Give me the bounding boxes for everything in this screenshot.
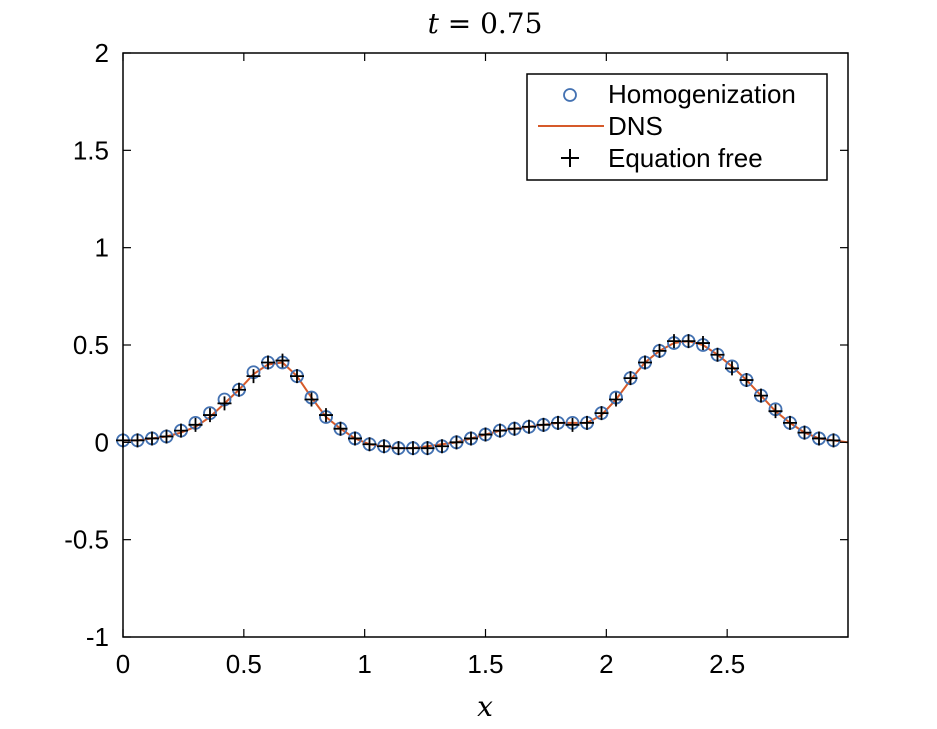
equation-free-point [319,408,333,423]
equation-free-point [696,336,710,351]
equation-free-point [435,439,449,454]
equation-free-point [420,441,435,456]
equation-free-point [130,433,145,448]
equation-free-point [536,417,551,432]
equation-free-point [826,433,841,448]
y-tick-label: 1 [95,233,109,263]
equation-free-point [594,406,609,421]
equation-free-point [754,388,768,403]
equation-free-point [797,425,812,440]
equation-free-point [246,369,261,384]
equation-free-point [638,355,652,370]
title-operator: = [439,7,480,40]
equation-free-point [406,441,420,456]
x-tick-label: 0 [116,649,130,679]
equation-free-point [507,421,522,436]
equation-free-point [348,431,362,446]
legend-equation-free-label: Equation free [608,143,763,173]
equation-free-point [377,439,391,454]
equation-free-point [565,417,580,432]
y-tick-label: 0.5 [73,330,109,360]
legend: Homogenization DNS Equation free [526,73,828,181]
equation-free-point [580,415,594,430]
equation-free-point [478,427,493,442]
equation-free-point [493,423,507,438]
y-tick-label: 2 [95,38,109,68]
equation-free-point [667,334,681,349]
equation-free-point [739,373,754,388]
chart-title: t = 0.75 [428,7,543,40]
x-tick-label: 1.5 [467,649,503,679]
equation-free-point [725,361,739,376]
x-tick-label: 0.5 [226,649,262,679]
equation-free-point [174,423,188,438]
equation-free-point [145,431,159,446]
equation-free-point [362,437,377,452]
equation-free-point [710,347,725,362]
legend-homogenization-label: Homogenization [608,79,796,109]
plot-area [116,334,849,456]
x-tick-label: 1 [357,649,371,679]
equation-free-point [188,417,203,432]
title-variable: t [428,7,440,40]
equation-free-point [217,396,232,411]
equation-free-point [203,408,217,423]
y-tick-label: 1.5 [73,135,109,165]
equation-free-point [623,371,638,386]
y-tick-label: -0.5 [64,525,109,555]
equation-free-point [464,431,478,446]
equation-free-point [232,382,246,397]
x-tick-label: 2.5 [709,649,745,679]
legend-equation-free-marker [561,149,579,167]
equation-free-point [333,421,348,436]
equation-free-point [812,431,826,446]
equation-free-point [609,392,623,407]
equation-free-point [159,429,174,444]
equation-free-point [783,415,797,430]
equation-free-point [275,353,290,368]
equation-free-point [551,415,565,430]
equation-free-point [768,404,783,419]
equation-free-point [449,435,464,450]
equation-free-point [261,355,275,370]
equation-free-point [391,441,406,456]
axes: 0 0.5 1 1.5 2 2.5 -1 -0.5 0 0.5 1 1.5 2 [64,38,849,679]
equation-free-point [304,392,319,407]
y-tick-label: 0 [95,427,109,457]
y-tick-label: -1 [86,622,109,652]
equation-free-point [290,369,304,384]
legend-dns-label: DNS [608,111,663,141]
equation-free-point [681,334,696,349]
legend-homogenization-marker [563,88,577,102]
x-axis-label: x [477,690,493,723]
x-tick-label: 2 [599,649,613,679]
equation-free-point [522,419,536,434]
title-value: 0.75 [480,7,542,40]
equation-free-point [652,343,667,358]
